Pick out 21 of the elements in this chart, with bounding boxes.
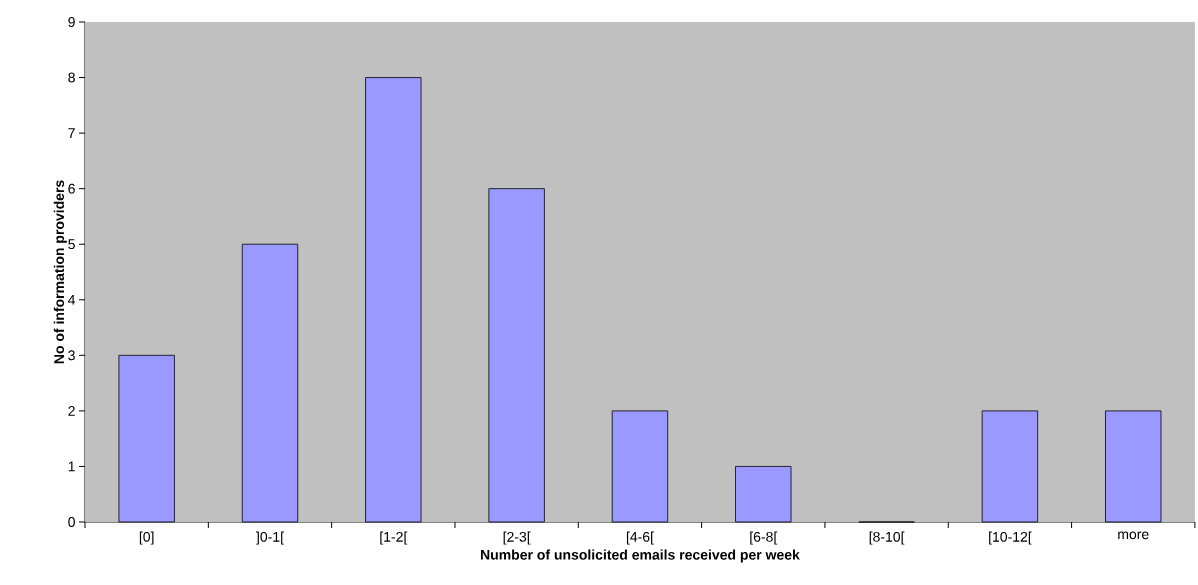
y-tick-label: 7 [68, 128, 75, 138]
y-tick-label: 0 [68, 517, 75, 527]
y-tick-label: 4 [68, 294, 76, 305]
y-tick-label: 5 [68, 239, 75, 250]
y-tick-label: 6 [68, 183, 75, 194]
x-tick-label: [2-3[ [503, 531, 531, 545]
x-tick-label: [0] [139, 531, 154, 545]
x-tick-label: [1-2[ [380, 531, 408, 545]
x-axis-title: Number of unsolicited emails received per week [481, 549, 800, 563]
y-tick-label: 1 [68, 461, 75, 472]
x-tick-label: more [1118, 531, 1149, 540]
x-tick-label: ]0-1[ [256, 531, 284, 545]
x-tick-label: [8-10[ [869, 531, 905, 545]
y-tick-label: 2 [68, 405, 75, 416]
x-tick-label: [4-6[ [626, 531, 654, 545]
y-tick-label: 9 [68, 17, 75, 27]
x-tick-label: [10-12[ [989, 531, 1032, 545]
y-tick-label: 8 [68, 72, 75, 83]
y-axis-title: No of information providers [53, 180, 67, 364]
y-tick-label: 3 [68, 350, 75, 361]
x-tick-label: [6-8[ [750, 531, 778, 545]
